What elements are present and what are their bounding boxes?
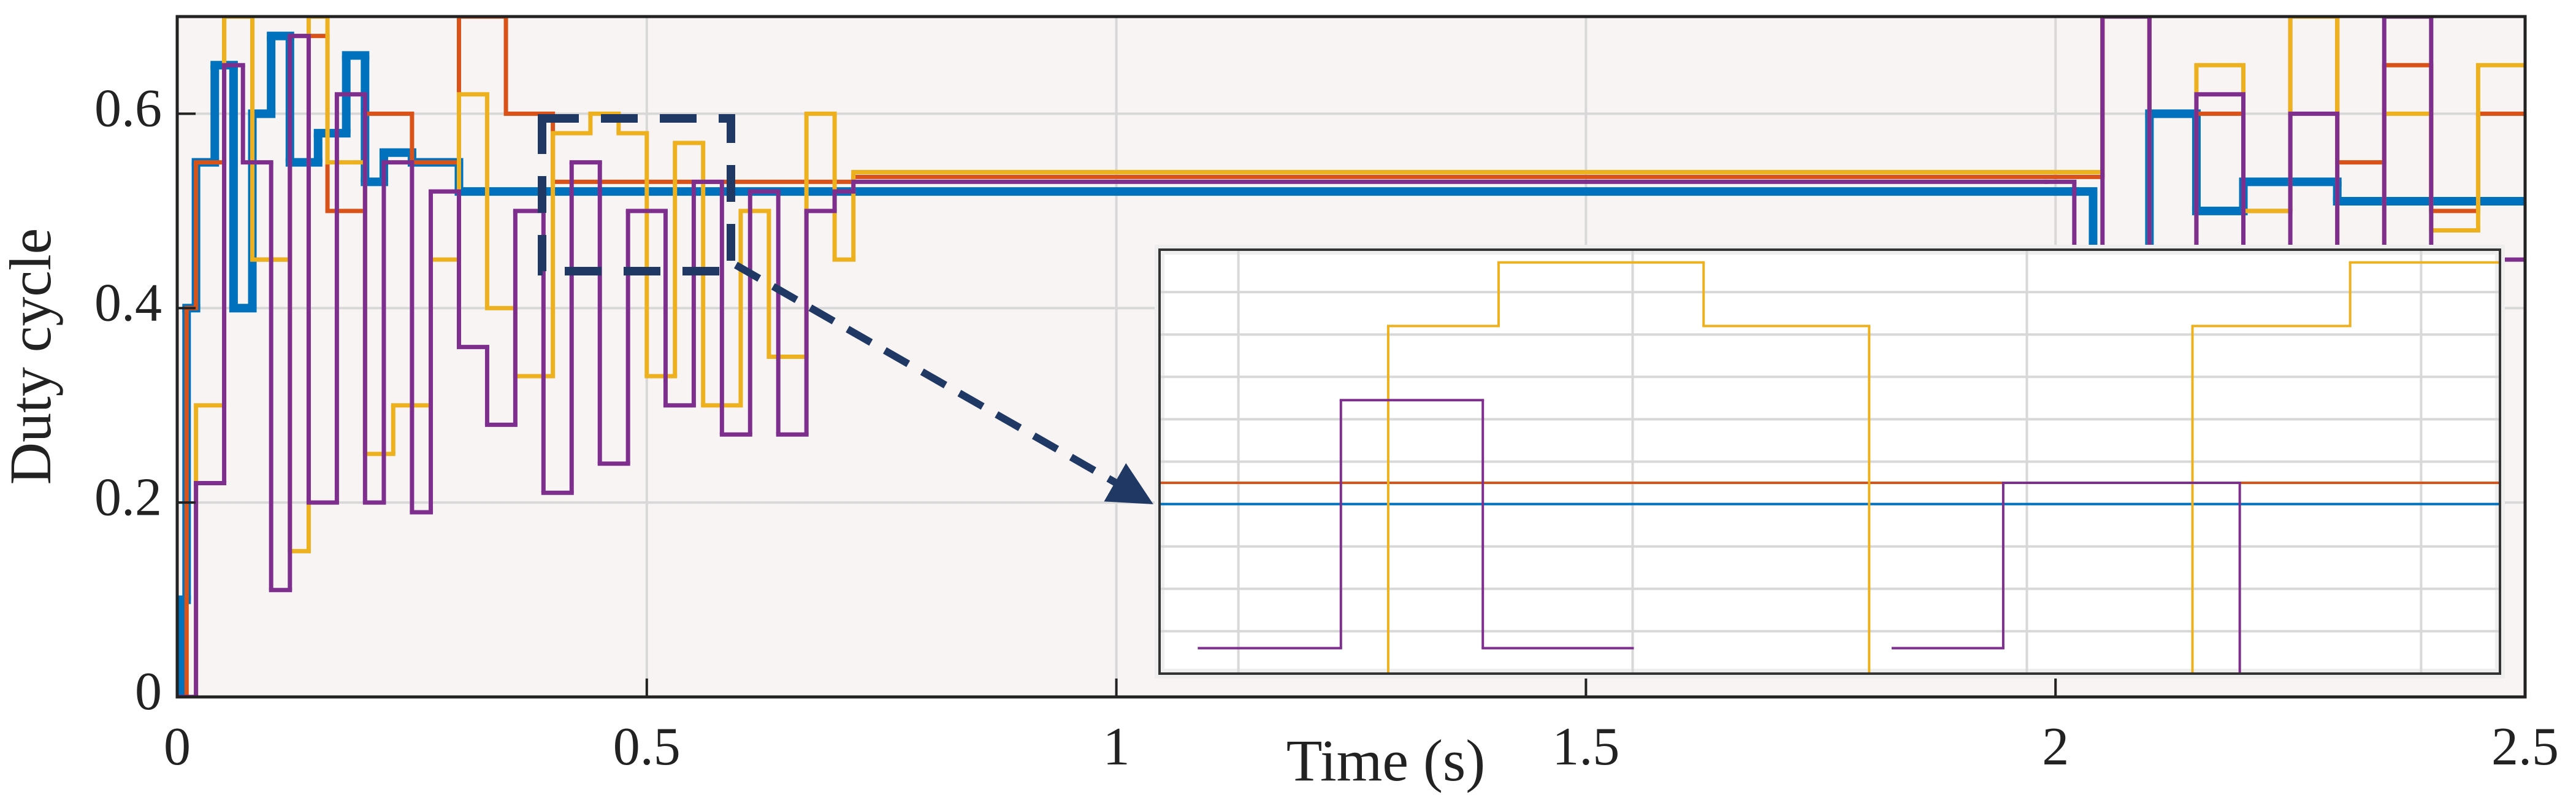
y-tick-label: 0.4 (94, 273, 162, 333)
y-tick-label: 0 (135, 662, 162, 721)
x-tick-label: 2 (2042, 717, 2069, 777)
plot-frame (175, 15, 2527, 699)
y-axis-label: Duty cycle (0, 228, 63, 485)
zoom-box (538, 114, 735, 275)
x-tick-label: 1 (1103, 717, 1130, 777)
x-tick-label: 2.5 (2491, 717, 2559, 777)
x-tick-label: 1.5 (1552, 717, 1619, 777)
y-tick-label: 0.2 (94, 467, 162, 527)
x-tick-label: 0 (164, 717, 191, 777)
y-tick-label: 0.6 (94, 79, 162, 139)
inset-frame (1158, 248, 2501, 675)
zoom-arrow (734, 261, 1153, 504)
x-tick-label: 0.5 (613, 717, 681, 777)
x-axis-label: Time (s) (1286, 728, 1486, 793)
